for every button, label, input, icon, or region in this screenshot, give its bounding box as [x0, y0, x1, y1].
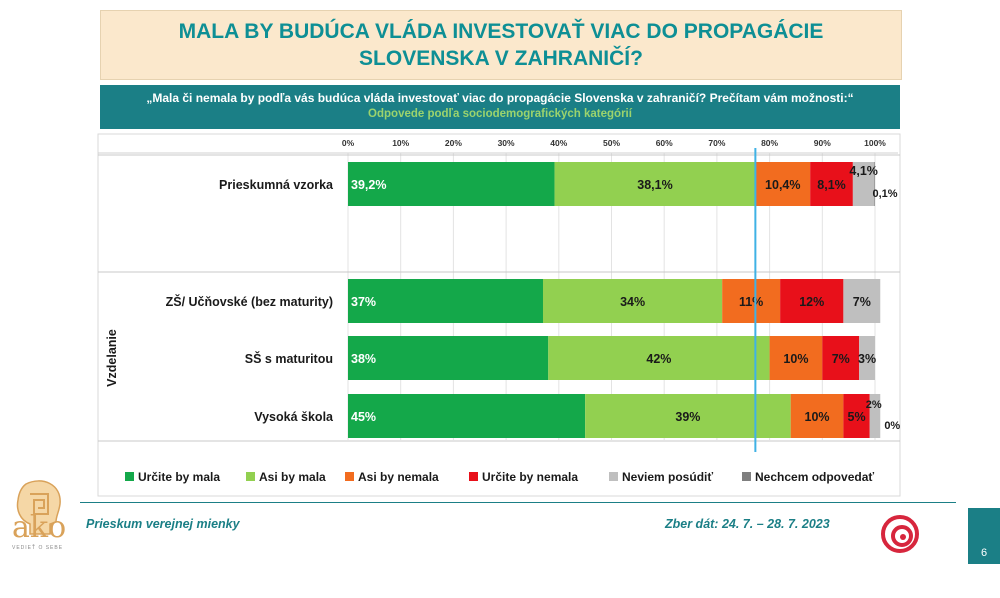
bar-value-label: 8,1%: [817, 178, 846, 192]
bar-value-label: 39%: [675, 410, 700, 424]
legend-label: Asi by nemala: [358, 470, 439, 484]
bar-segment: [755, 162, 811, 206]
legend-label: Asi by mala: [259, 470, 326, 484]
stacked-bar-chart: 0% 10% 20% 30% 40% 50% 60% 70% 80% 90% 100% Priesku…: [97, 133, 901, 497]
bar-value-label: 45%: [351, 410, 376, 424]
footer-date-label: Zber dát: 24. 7. – 28. 7. 2023: [665, 517, 830, 531]
x-tick-label: 10%: [392, 138, 409, 148]
row-label: ZŠ/ Učňovské (bez maturity): [166, 294, 333, 309]
question-text: „Mala či nemala by podľa vás budúca vlád…: [146, 91, 854, 105]
legend-swatch: [609, 472, 618, 481]
bar-segment: [348, 336, 549, 380]
bar-segment: [843, 279, 881, 323]
bar-value-label: 38%: [351, 352, 376, 366]
bar-segment: [843, 394, 870, 438]
bar-segment: [780, 279, 844, 323]
footer-divider: [80, 502, 956, 503]
bar-segment: [542, 279, 723, 323]
bar-segment: [548, 336, 770, 380]
group-label: Vzdelanie: [105, 329, 119, 387]
footer-survey-label: Prieskum verejnej mienky: [86, 517, 240, 531]
bar-value-label: 34%: [620, 295, 645, 309]
bar-segment: [348, 162, 555, 206]
bar-value-label: 42%: [646, 352, 671, 366]
question-subtitle: Odpovede podľa sociodemografických kateg…: [368, 108, 632, 120]
legend-swatch: [742, 472, 751, 481]
bar-value-label: 0%: [884, 420, 900, 432]
bar-segment: [722, 279, 781, 323]
x-tick-label: 60%: [656, 138, 673, 148]
logo-text: ako: [12, 510, 67, 545]
bar-segment: [874, 162, 875, 206]
bar-segment: [769, 336, 823, 380]
bar-value-label: 10%: [783, 352, 808, 366]
x-tick-label: 30%: [498, 138, 515, 148]
x-tick-label: 100%: [864, 138, 886, 148]
bar-value-label: 11%: [739, 295, 763, 309]
bar-value-label: 12%: [799, 295, 824, 309]
bar-value-label: 3%: [858, 352, 876, 366]
bar-segment: [348, 394, 586, 438]
legend-swatch: [469, 472, 478, 481]
x-tick-label: 80%: [761, 138, 778, 148]
page-title: MALA BY BUDÚCA VLÁDA INVESTOVAŤ VIAC DO …: [178, 20, 824, 70]
bar-segment: [822, 336, 860, 380]
bar-segment: [348, 279, 543, 323]
bar-segment: [554, 162, 756, 206]
ako-head-logo-icon: [16, 480, 61, 535]
x-tick-label: 90%: [814, 138, 831, 148]
page-number: 6: [968, 508, 1000, 564]
swirl-logo-icon: [881, 515, 919, 553]
bar-value-label: 10,4%: [765, 178, 800, 192]
bar-segment: [810, 162, 853, 206]
legend-swatch: [125, 472, 134, 481]
bar-value-label: 7%: [832, 352, 850, 366]
title-box: MALA BY BUDÚCA VLÁDA INVESTOVAŤ VIAC DO …: [100, 10, 902, 80]
bar-value-label: 10%: [805, 410, 830, 424]
x-tick-label: 40%: [550, 138, 567, 148]
legend-swatch: [345, 472, 354, 481]
bar-segment: [869, 394, 881, 438]
bar-segment: [790, 394, 844, 438]
legend-label: Neviem posúdiť: [622, 470, 713, 484]
row-label: Vysoká škola: [254, 410, 334, 424]
legend-label: Určite by nemala: [482, 470, 578, 484]
bar-segment: [852, 162, 875, 206]
question-box: „Mala či nemala by podľa vás budúca vlád…: [100, 85, 900, 129]
legend-label: Určite by mala: [138, 470, 220, 484]
legend-label: Nechcem odpovedať: [755, 470, 874, 484]
bar-value-label: 39,2%: [351, 178, 386, 192]
x-tick-label: 50%: [603, 138, 620, 148]
bar-value-label: 2%: [866, 399, 882, 411]
row-label: Prieskumná vzorka: [219, 178, 334, 192]
bar-value-label: 0,1%: [872, 188, 897, 200]
bar-value-label: 5%: [848, 410, 866, 424]
bar-segment: [585, 394, 791, 438]
x-tick-label: 20%: [445, 138, 462, 148]
x-tick-label: 0%: [342, 138, 355, 148]
bar-value-label: 7%: [853, 295, 871, 309]
logo-tagline: VEDIEŤ O SEBE: [12, 545, 64, 551]
x-tick-label: 70%: [708, 138, 725, 148]
row-label: SŠ s maturitou: [245, 351, 333, 366]
legend-swatch: [246, 472, 255, 481]
bar-value-label: 38,1%: [637, 178, 672, 192]
bar-value-label: 4,1%: [849, 164, 878, 178]
bar-value-label: 37%: [351, 295, 376, 309]
bar-segment: [859, 336, 875, 380]
